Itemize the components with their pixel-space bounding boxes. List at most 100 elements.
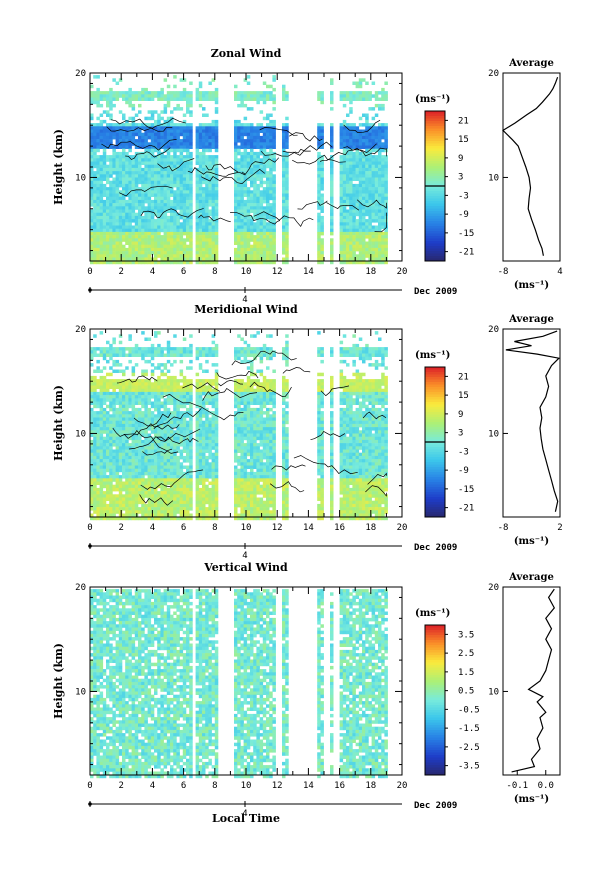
heatmap-cell [346,260,350,265]
heatmap-cell [112,494,116,498]
heatmap-cell [214,251,219,255]
heatmap-cell [90,452,94,457]
heatmap-cell [189,199,193,204]
heatmap-cell [90,443,94,447]
heatmap-cell [131,395,136,399]
heatmap-cell [131,443,136,447]
heatmap-cell [131,251,136,255]
heatmap-cell [240,241,244,245]
heatmap-cell [134,94,139,98]
heatmap-cell [170,375,174,380]
heatmap-cell [352,155,356,159]
heatmap-cell [272,219,276,223]
heatmap-cell [118,391,123,396]
heatmap-cell [330,81,334,85]
heatmap-cell [179,145,184,149]
heatmap-cell [240,212,244,217]
heatmap-cell [102,187,107,191]
heatmap-cell [272,174,276,178]
heatmap-cell [285,151,289,156]
heatmap-cell [141,481,145,485]
heatmap-cell [93,215,97,220]
heatmap-cell [374,164,379,169]
heatmap-cell [90,507,94,511]
heatmap-cell [160,158,164,162]
heatmap-cell [256,161,260,165]
colorbar-tick-label: -21 [458,248,474,258]
heatmap-cell [195,206,200,210]
heatmap-cell [243,244,248,249]
heatmap-cell [243,183,248,188]
heatmap-cell [112,385,116,389]
heatmap-cell [102,190,107,194]
heatmap-cell [102,427,107,431]
heatmap-cell [125,401,129,405]
heatmap-cell [342,142,347,146]
heatmap-cell [317,94,321,98]
heatmap-cell [365,135,369,140]
heatmap-cell [214,254,219,258]
heatmap-cell [259,260,264,265]
heatmap-cell [109,401,113,405]
heatmap-cell [150,222,155,226]
heatmap-cell [253,91,257,95]
heatmap-cell [90,407,94,412]
heatmap-cell [195,174,200,178]
heatmap-cell [170,247,174,252]
heatmap-cell [96,238,100,242]
heatmap-cell [122,142,126,146]
heatmap-cell [176,238,180,242]
heatmap-cell [198,190,203,194]
heatmap-cell [138,449,142,453]
heatmap-cell [176,468,180,473]
heatmap-cell [170,161,174,165]
heatmap-cell [195,199,200,204]
heatmap-cell [150,395,155,399]
heatmap-cell [163,103,168,108]
contour-line [253,211,314,228]
heatmap-cell [214,215,219,220]
heatmap-cell [90,423,94,428]
heatmap-cell [243,222,248,226]
heatmap-cell [195,145,200,149]
heatmap-cell [147,235,152,239]
heatmap-cell [253,190,257,194]
heatmap-cell [189,113,193,117]
heatmap-cell [342,180,347,185]
heatmap-cell [202,180,206,185]
heatmap-cell [154,206,158,210]
heatmap-cell [99,199,104,204]
heatmap-cell [195,251,200,255]
heatmap-cell [282,247,286,252]
heatmap-cell [346,126,350,130]
heatmap-cell [320,180,324,185]
heatmap-cell [118,241,123,245]
heatmap-cell [99,235,104,239]
heatmap-cell [339,135,344,140]
heatmap-cell [163,385,168,389]
heatmap-cell [317,167,321,172]
heatmap-cell [170,180,174,185]
heatmap-cell [259,212,264,217]
heatmap-cell [269,222,273,226]
heatmap-cell [125,164,129,169]
heatmap-cell [179,398,184,402]
heatmap-cell [266,209,270,213]
heatmap-cell [157,203,161,207]
heatmap-cell [166,507,171,511]
heatmap-cell [173,190,177,194]
heatmap-cell [122,449,126,453]
heatmap-cell [179,439,184,444]
heatmap-cell [189,225,193,229]
heatmap-cell [243,158,248,162]
heatmap-cell [346,142,350,146]
heatmap-cell [163,391,168,396]
heatmap-cell [371,129,376,133]
heatmap-cell [179,257,184,261]
heatmap-cell [122,487,126,492]
heatmap-cell [266,187,270,191]
heatmap-cell [240,171,244,175]
heatmap-cell [374,132,379,137]
heatmap-cell [106,462,110,466]
heatmap-cell [141,398,145,402]
